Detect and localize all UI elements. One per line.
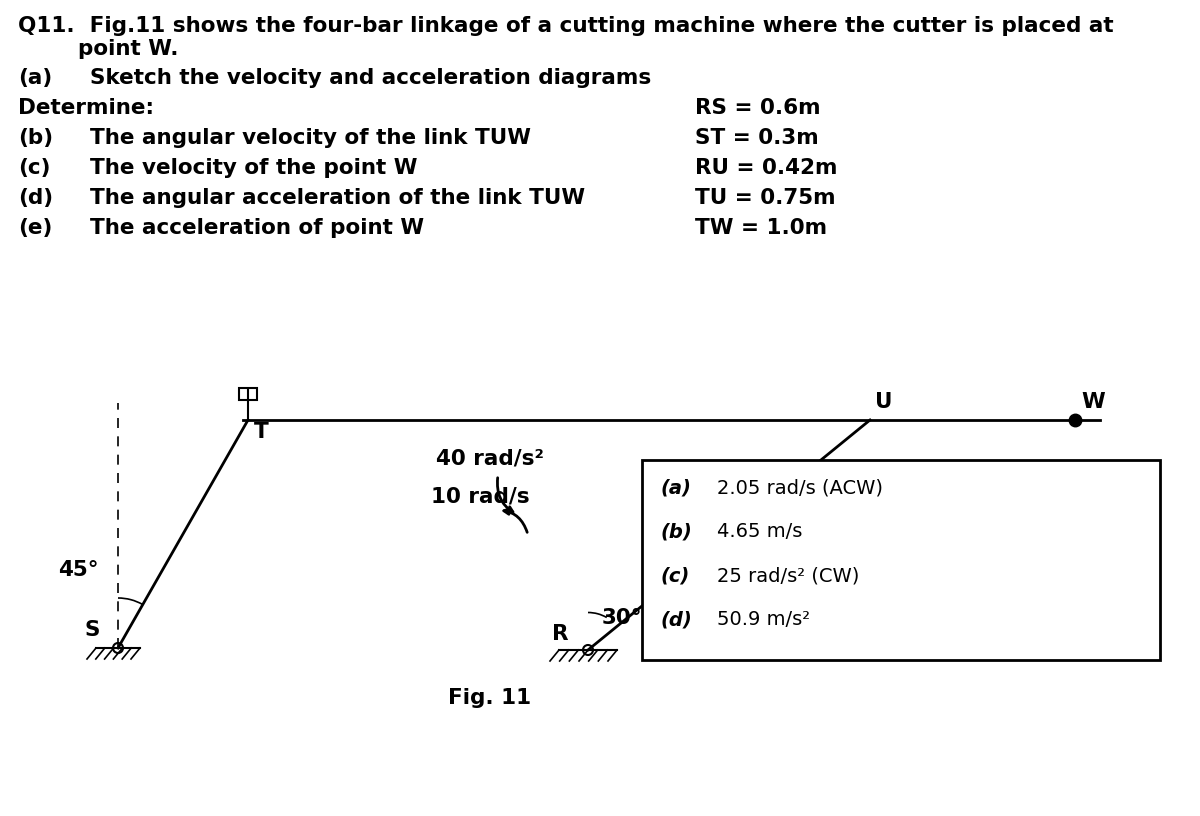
Text: 50.9 m/s²: 50.9 m/s² xyxy=(718,610,810,629)
Text: (c): (c) xyxy=(660,566,689,585)
Text: Q11.  Fig.11 shows the four-bar linkage of a cutting machine where the cutter is: Q11. Fig.11 shows the four-bar linkage o… xyxy=(18,16,1114,36)
Text: TW = 1.0m: TW = 1.0m xyxy=(695,218,827,238)
Text: Sketch the velocity and acceleration diagrams: Sketch the velocity and acceleration dia… xyxy=(90,68,652,88)
Text: S: S xyxy=(84,620,100,640)
Text: (d): (d) xyxy=(660,610,691,629)
Text: U: U xyxy=(875,392,893,412)
Text: (a): (a) xyxy=(18,68,53,88)
Text: Determine:: Determine: xyxy=(18,98,154,118)
Text: Fig. 11: Fig. 11 xyxy=(449,688,532,708)
Text: The angular acceleration of the link TUW: The angular acceleration of the link TUW xyxy=(90,188,586,208)
FancyBboxPatch shape xyxy=(642,460,1160,660)
Bar xyxy=(239,388,257,400)
Text: W: W xyxy=(1081,392,1105,412)
Text: (a): (a) xyxy=(660,478,691,497)
Text: 10 rad/s: 10 rad/s xyxy=(431,486,529,506)
Text: (b): (b) xyxy=(660,522,691,541)
Text: ST = 0.3m: ST = 0.3m xyxy=(695,128,818,148)
Text: RU = 0.42m: RU = 0.42m xyxy=(695,158,838,178)
Text: (c): (c) xyxy=(18,158,50,178)
Text: point W.: point W. xyxy=(18,39,179,59)
Text: 40 rad/s²: 40 rad/s² xyxy=(436,448,544,468)
Text: 2.05 rad/s (ACW): 2.05 rad/s (ACW) xyxy=(718,478,883,497)
Text: RS = 0.6m: RS = 0.6m xyxy=(695,98,821,118)
Text: (b): (b) xyxy=(18,128,53,148)
Text: 4.65 m/s: 4.65 m/s xyxy=(718,522,803,541)
Text: 45°: 45° xyxy=(58,560,98,580)
Text: The angular velocity of the link TUW: The angular velocity of the link TUW xyxy=(90,128,530,148)
Text: The velocity of the point W: The velocity of the point W xyxy=(90,158,418,178)
Text: TU = 0.75m: TU = 0.75m xyxy=(695,188,835,208)
Text: 25 rad/s² (CW): 25 rad/s² (CW) xyxy=(718,566,859,585)
Text: (d): (d) xyxy=(18,188,53,208)
Text: T: T xyxy=(254,422,269,442)
Text: 30°: 30° xyxy=(602,608,642,628)
Text: The acceleration of point W: The acceleration of point W xyxy=(90,218,424,238)
Text: R: R xyxy=(552,624,568,644)
Text: (e): (e) xyxy=(18,218,53,238)
